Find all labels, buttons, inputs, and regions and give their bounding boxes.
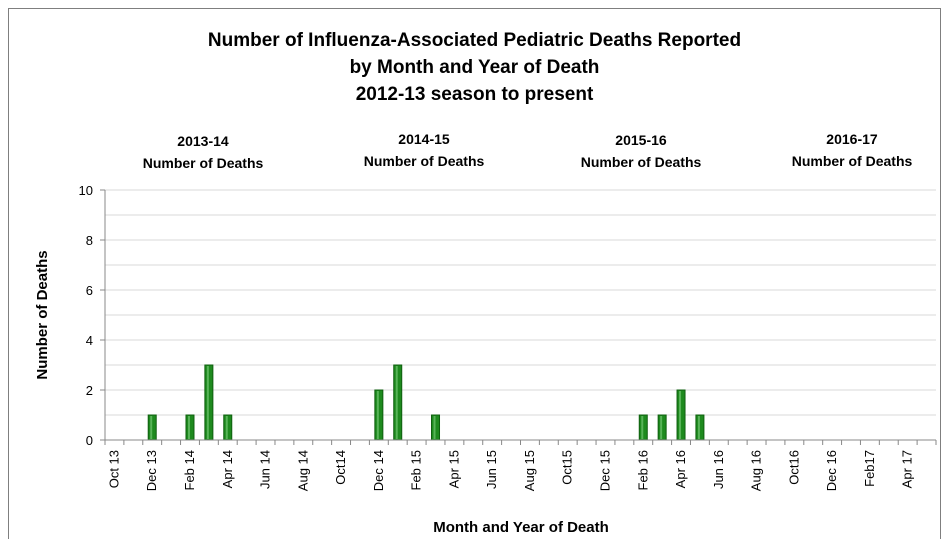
gridlines (105, 189, 936, 416)
season-year: 2014-15 (398, 131, 450, 147)
x-tick-label: Oct 13 (106, 450, 121, 488)
x-tick-label: Jun 15 (484, 450, 499, 489)
chart-frame (8, 8, 941, 539)
chart-title-line-1: Number of Influenza-Associated Pediatric… (207, 30, 742, 51)
x-tick-label: Dec 16 (824, 450, 839, 491)
y-axis-ticks: 0 2 4 6 8 10 (79, 183, 105, 448)
x-axis-ticks: Oct 13 Dec 13 Feb 14 Apr 14 Jun 14 Aug 14 Oct1… (104, 440, 937, 491)
bar-highlight (376, 391, 379, 439)
x-tick-label: Aug 14 (295, 450, 310, 491)
x-tick-label: Apr 14 (220, 450, 235, 488)
bar-highlight (225, 416, 228, 439)
x-tick-label: Aug 15 (522, 450, 537, 491)
bar-highlight (206, 366, 209, 439)
x-tick-label: Feb17 (862, 450, 877, 487)
bar-highlight (150, 416, 153, 439)
chart-title-line-3: 2012-13 season to present (355, 84, 594, 105)
y-tick-label: 6 (86, 283, 93, 298)
season-caption: Number of Deaths (363, 153, 485, 169)
bar-highlight (679, 391, 682, 439)
x-tick-label: Jun 16 (711, 450, 726, 489)
season-label-2015-16: 2015-16 Number of Deaths (541, 129, 741, 173)
y-tick-label: 10 (79, 183, 93, 198)
y-tick-label: 4 (86, 333, 93, 348)
season-year: 2013-14 (177, 133, 229, 149)
season-year: 2015-16 (615, 132, 667, 148)
season-label-2016-17: 2016-17 Number of Deaths (752, 128, 943, 172)
chart-title-line-2: by Month and Year of Death (349, 57, 600, 78)
bar-highlight (641, 416, 644, 439)
bar-highlight (433, 416, 436, 439)
x-tick-label: Dec 13 (144, 450, 159, 491)
x-tick-label: Oct14 (333, 450, 348, 485)
x-tick-label: Apr 16 (673, 450, 688, 488)
x-tick-label: Jun 14 (258, 450, 273, 489)
x-tick-label: Feb 14 (182, 450, 197, 490)
season-caption: Number of Deaths (580, 154, 702, 170)
bar-highlight (395, 366, 398, 439)
x-axis-title: Month and Year of Death (433, 519, 609, 536)
bars (147, 364, 705, 441)
x-tick-label: Feb 15 (409, 450, 424, 490)
x-tick-label: Dec 14 (371, 450, 386, 491)
y-axis-title: Number of Deaths (34, 250, 51, 379)
x-tick-label: Oct15 (560, 450, 575, 485)
x-tick-label: Oct16 (786, 450, 801, 485)
x-tick-label: Apr 17 (900, 450, 915, 488)
bar-highlight (187, 416, 190, 439)
x-tick-label: Dec 15 (597, 450, 612, 491)
bar-highlight (697, 416, 700, 439)
y-tick-label: 0 (86, 433, 93, 448)
season-caption: Number of Deaths (142, 155, 264, 171)
y-tick-label: 2 (86, 383, 93, 398)
y-tick-label: 8 (86, 233, 93, 248)
season-label-2013-14: 2013-14 Number of Deaths (103, 130, 303, 174)
x-tick-label: Feb 16 (635, 450, 650, 490)
season-year: 2016-17 (826, 131, 878, 147)
x-tick-label: Aug 16 (749, 450, 764, 491)
bar-highlight (660, 416, 663, 439)
x-tick-label: Apr 15 (446, 450, 461, 488)
season-label-2014-15: 2014-15 Number of Deaths (324, 128, 524, 172)
season-caption: Number of Deaths (791, 153, 913, 169)
